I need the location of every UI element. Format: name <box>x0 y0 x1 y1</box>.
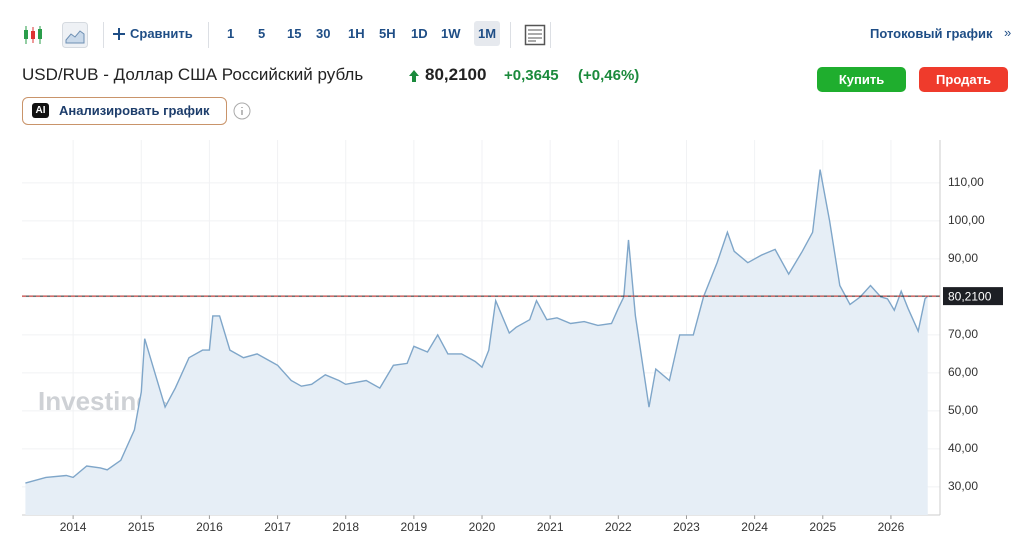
interval-button[interactable]: 1M <box>474 21 501 46</box>
x-tick-label: 2016 <box>196 520 223 534</box>
x-tick-label: 2017 <box>264 520 291 534</box>
layout-icon[interactable] <box>524 24 546 46</box>
price: 80,2100 <box>425 65 487 84</box>
interval-button[interactable]: 15 <box>287 26 302 41</box>
y-tick-label: 40,00 <box>948 441 978 455</box>
info-icon[interactable] <box>233 102 251 120</box>
y-tick-label: 110,00 <box>948 175 984 189</box>
up-arrow <box>409 70 419 82</box>
interval-button[interactable]: 1 <box>227 26 235 41</box>
separator <box>208 22 209 48</box>
sell-button[interactable]: Продать <box>919 67 1008 92</box>
interval-button[interactable]: 1H <box>348 26 365 41</box>
x-tick-label: 2026 <box>878 520 905 534</box>
y-tick-label: 30,00 <box>948 479 978 493</box>
interval-button[interactable]: 1D <box>411 26 428 41</box>
x-tick-label: 2014 <box>60 520 87 534</box>
x-tick-label: 2019 <box>401 520 428 534</box>
area <box>25 169 928 515</box>
line <box>25 169 929 484</box>
compare-button[interactable]: Сравнить <box>130 26 193 41</box>
change: +0,3645 <box>504 67 559 84</box>
x-tick-label: 2020 <box>469 520 496 534</box>
buy-button[interactable]: Купить <box>817 67 906 92</box>
interval-button[interactable]: 5H <box>379 26 396 41</box>
x-tick-label: 2015 <box>128 520 155 534</box>
plus-icon[interactable] <box>112 27 126 41</box>
interval-button[interactable]: 1W <box>441 26 461 41</box>
area-icon[interactable] <box>62 22 88 48</box>
y-tick-label: 60,00 <box>948 365 978 379</box>
x-tick-label: 2024 <box>741 520 768 534</box>
x-tick-label: 2022 <box>605 520 632 534</box>
analyze-label: Анализировать график <box>59 103 210 118</box>
watermark: Investing <box>38 386 152 416</box>
more-icon[interactable]: » <box>1004 25 1012 40</box>
price-label-box <box>943 287 1003 306</box>
ai-badge: AI <box>32 103 49 118</box>
x-tick-label: 2023 <box>673 520 700 534</box>
instrument-title: USD/RUB - Доллар США Российский рубль <box>22 65 364 84</box>
separator <box>510 22 511 48</box>
interval-button[interactable]: 5 <box>258 26 266 41</box>
separator <box>103 22 104 48</box>
y-tick-label: 50,00 <box>948 403 978 417</box>
x-tick-label: 2025 <box>809 520 836 534</box>
change-percent: (+0,46%) <box>578 67 640 84</box>
analyze-button[interactable] <box>22 97 227 125</box>
price-label: 80,2100 <box>948 289 992 303</box>
separator <box>550 22 551 48</box>
candle-icon[interactable] <box>22 24 44 46</box>
x-tick-label: 2021 <box>537 520 564 534</box>
y-tick-label: 100,00 <box>948 213 985 227</box>
x-tick-label: 2018 <box>332 520 359 534</box>
streaming-link[interactable]: Потоковый график <box>870 26 993 41</box>
interval-button[interactable]: 30 <box>316 26 331 41</box>
y-tick-label: 90,00 <box>948 251 978 265</box>
y-tick-label: 70,00 <box>948 327 978 341</box>
